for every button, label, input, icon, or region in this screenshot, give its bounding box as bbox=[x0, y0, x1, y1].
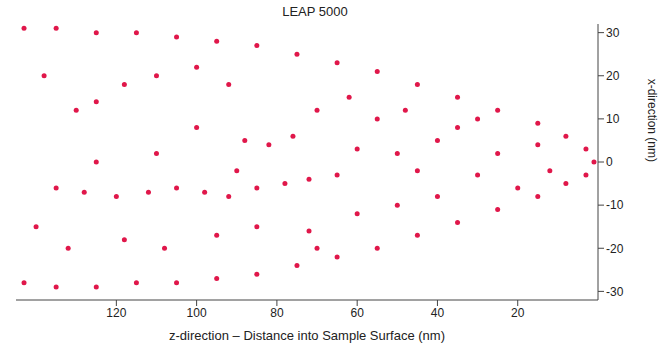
svg-text:0: 0 bbox=[606, 155, 613, 169]
svg-text:-10: -10 bbox=[606, 198, 624, 212]
svg-text:-20: -20 bbox=[606, 242, 624, 256]
svg-text:20: 20 bbox=[606, 69, 620, 83]
svg-text:z-direction – Distance into Sa: z-direction – Distance into Sample Surfa… bbox=[169, 328, 445, 343]
svg-text:10: 10 bbox=[606, 112, 620, 126]
svg-text:-30: -30 bbox=[606, 285, 624, 299]
svg-text:x-direction (nm): x-direction (nm) bbox=[645, 79, 659, 162]
svg-text:100: 100 bbox=[187, 306, 207, 320]
svg-text:20: 20 bbox=[511, 306, 525, 320]
html-text:LEAP 5000: LEAP 5000 bbox=[282, 4, 348, 19]
svg-text:60: 60 bbox=[350, 306, 364, 320]
svg-text:80: 80 bbox=[270, 306, 284, 320]
svg-text:40: 40 bbox=[431, 306, 445, 320]
svg-text:120: 120 bbox=[106, 306, 126, 320]
svg-text:30: 30 bbox=[606, 26, 620, 40]
